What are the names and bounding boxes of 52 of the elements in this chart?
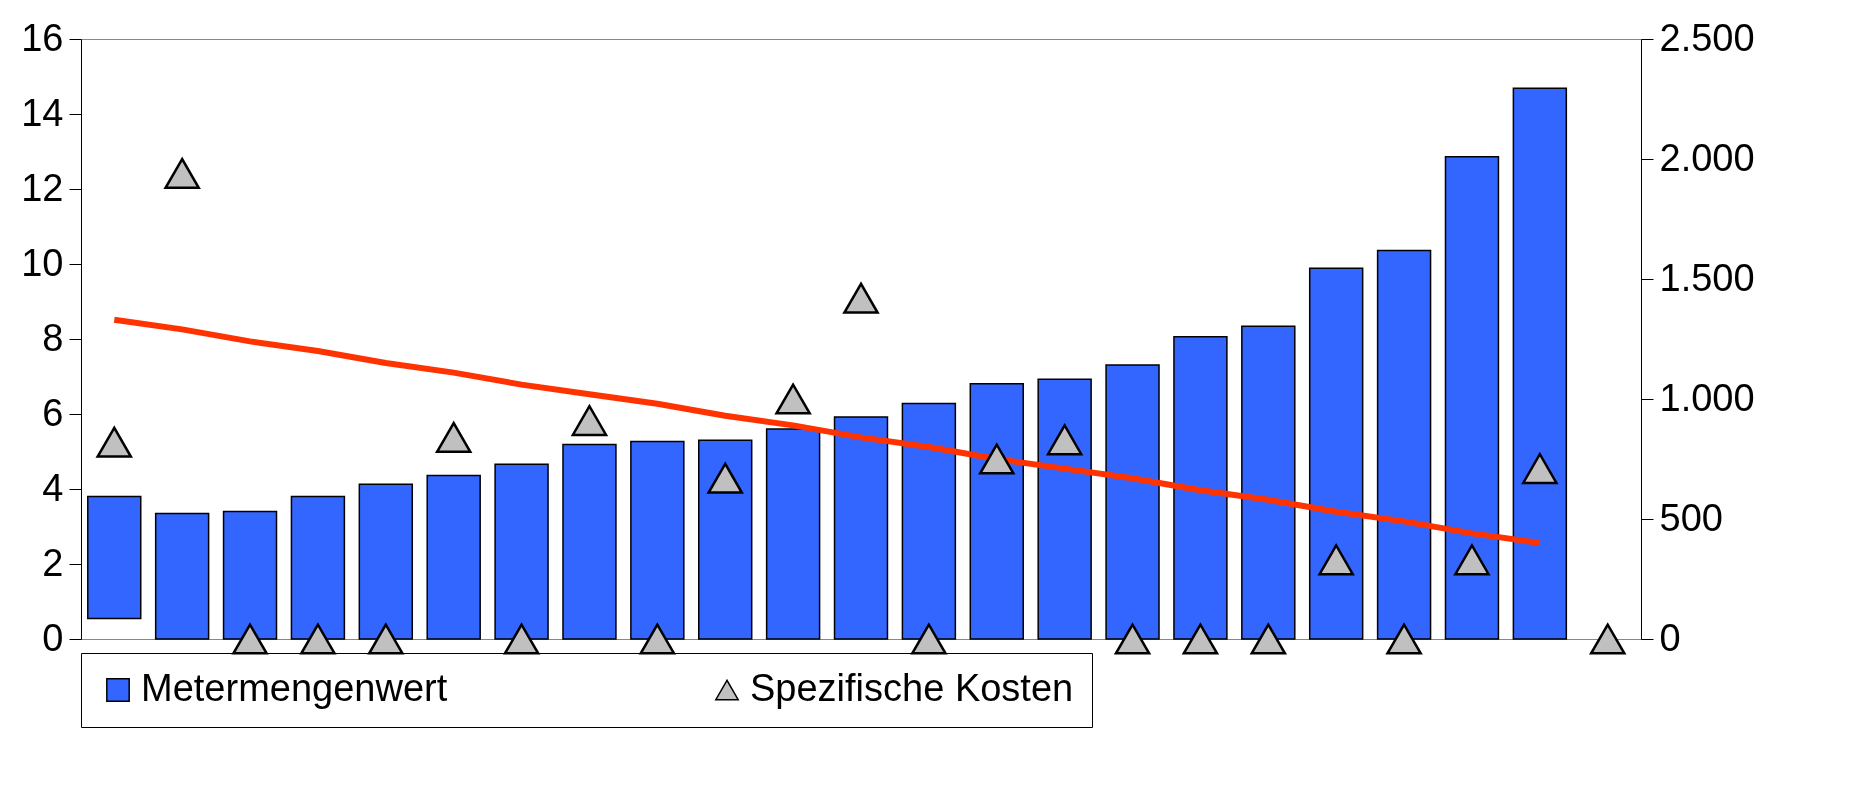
- bar: [562, 443, 617, 640]
- y-tick-label: 4: [42, 466, 64, 509]
- point: [1522, 452, 1558, 485]
- point: [96, 426, 133, 458]
- point: [1114, 623, 1151, 655]
- bar: [87, 495, 142, 620]
- bar: [426, 474, 481, 640]
- legend-label: Spezifische Kosten: [750, 667, 1074, 709]
- point: [911, 623, 947, 655]
- bar: [1512, 87, 1568, 640]
- bar: [154, 512, 210, 640]
- bar: [1308, 267, 1364, 640]
- y2-tick-label: 500: [1659, 496, 1723, 539]
- point: [1318, 544, 1355, 576]
- point: [1386, 623, 1422, 655]
- bar: [1444, 156, 1500, 640]
- y2-tick-label: 1.500: [1659, 256, 1755, 299]
- y-tick-label: 10: [21, 241, 64, 284]
- point: [164, 157, 200, 190]
- point: [367, 623, 404, 655]
- y2-tick-label: 0: [1659, 616, 1681, 659]
- y-tick-label: 6: [42, 391, 64, 434]
- bar: [833, 416, 889, 640]
- point: [503, 623, 540, 655]
- legend-label: Metermengenwert: [141, 667, 448, 709]
- y-tick-label: 14: [21, 91, 64, 134]
- point: [300, 623, 336, 655]
- y-tick-label: 2: [42, 541, 64, 584]
- y-tick-label: 0: [42, 616, 64, 659]
- point: [978, 443, 1015, 475]
- point: [1046, 424, 1083, 456]
- y-tick-label: 16: [21, 16, 64, 59]
- point: [1454, 544, 1490, 576]
- point: [232, 623, 268, 655]
- point: [435, 421, 472, 454]
- bar: [969, 382, 1024, 640]
- point: [707, 462, 744, 494]
- point: [843, 282, 879, 314]
- point: [1182, 623, 1219, 655]
- point: [639, 623, 676, 655]
- y2-tick-label: 2.000: [1659, 136, 1755, 179]
- point: [571, 404, 608, 437]
- bar: [765, 428, 821, 640]
- y2-tick-label: 1.000: [1659, 376, 1755, 419]
- point: [1589, 623, 1626, 655]
- point: [775, 383, 811, 415]
- bar: [1037, 378, 1092, 640]
- y2-tick-label: 2.500: [1659, 16, 1755, 59]
- bar: [698, 439, 753, 640]
- point: [1250, 623, 1287, 655]
- y-tick-label: 12: [21, 166, 64, 209]
- y-tick-label: 8: [42, 316, 64, 359]
